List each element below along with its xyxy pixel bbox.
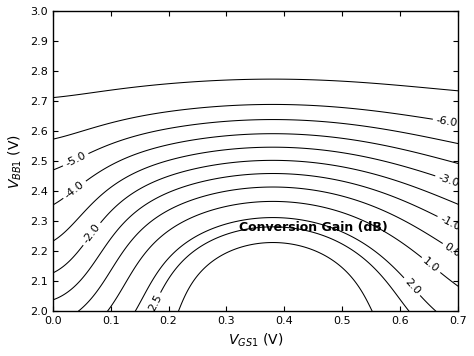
Text: -5.0: -5.0 [64,151,88,169]
Text: 0.0: 0.0 [443,241,463,259]
Y-axis label: $V_{BB1}$ (V): $V_{BB1}$ (V) [7,134,24,189]
X-axis label: $V_{GS1}$ (V): $V_{GS1}$ (V) [228,332,283,349]
Text: -2.0: -2.0 [81,222,102,246]
Text: -6.0: -6.0 [435,115,458,128]
Text: 1.0: 1.0 [421,256,441,274]
Text: 2.5: 2.5 [146,293,164,313]
Text: 2.0: 2.0 [402,277,422,297]
Text: -4.0: -4.0 [63,179,86,200]
Text: -3.0: -3.0 [437,172,461,188]
Text: Conversion Gain (dB): Conversion Gain (dB) [239,221,388,234]
Text: -1.0: -1.0 [438,214,462,232]
